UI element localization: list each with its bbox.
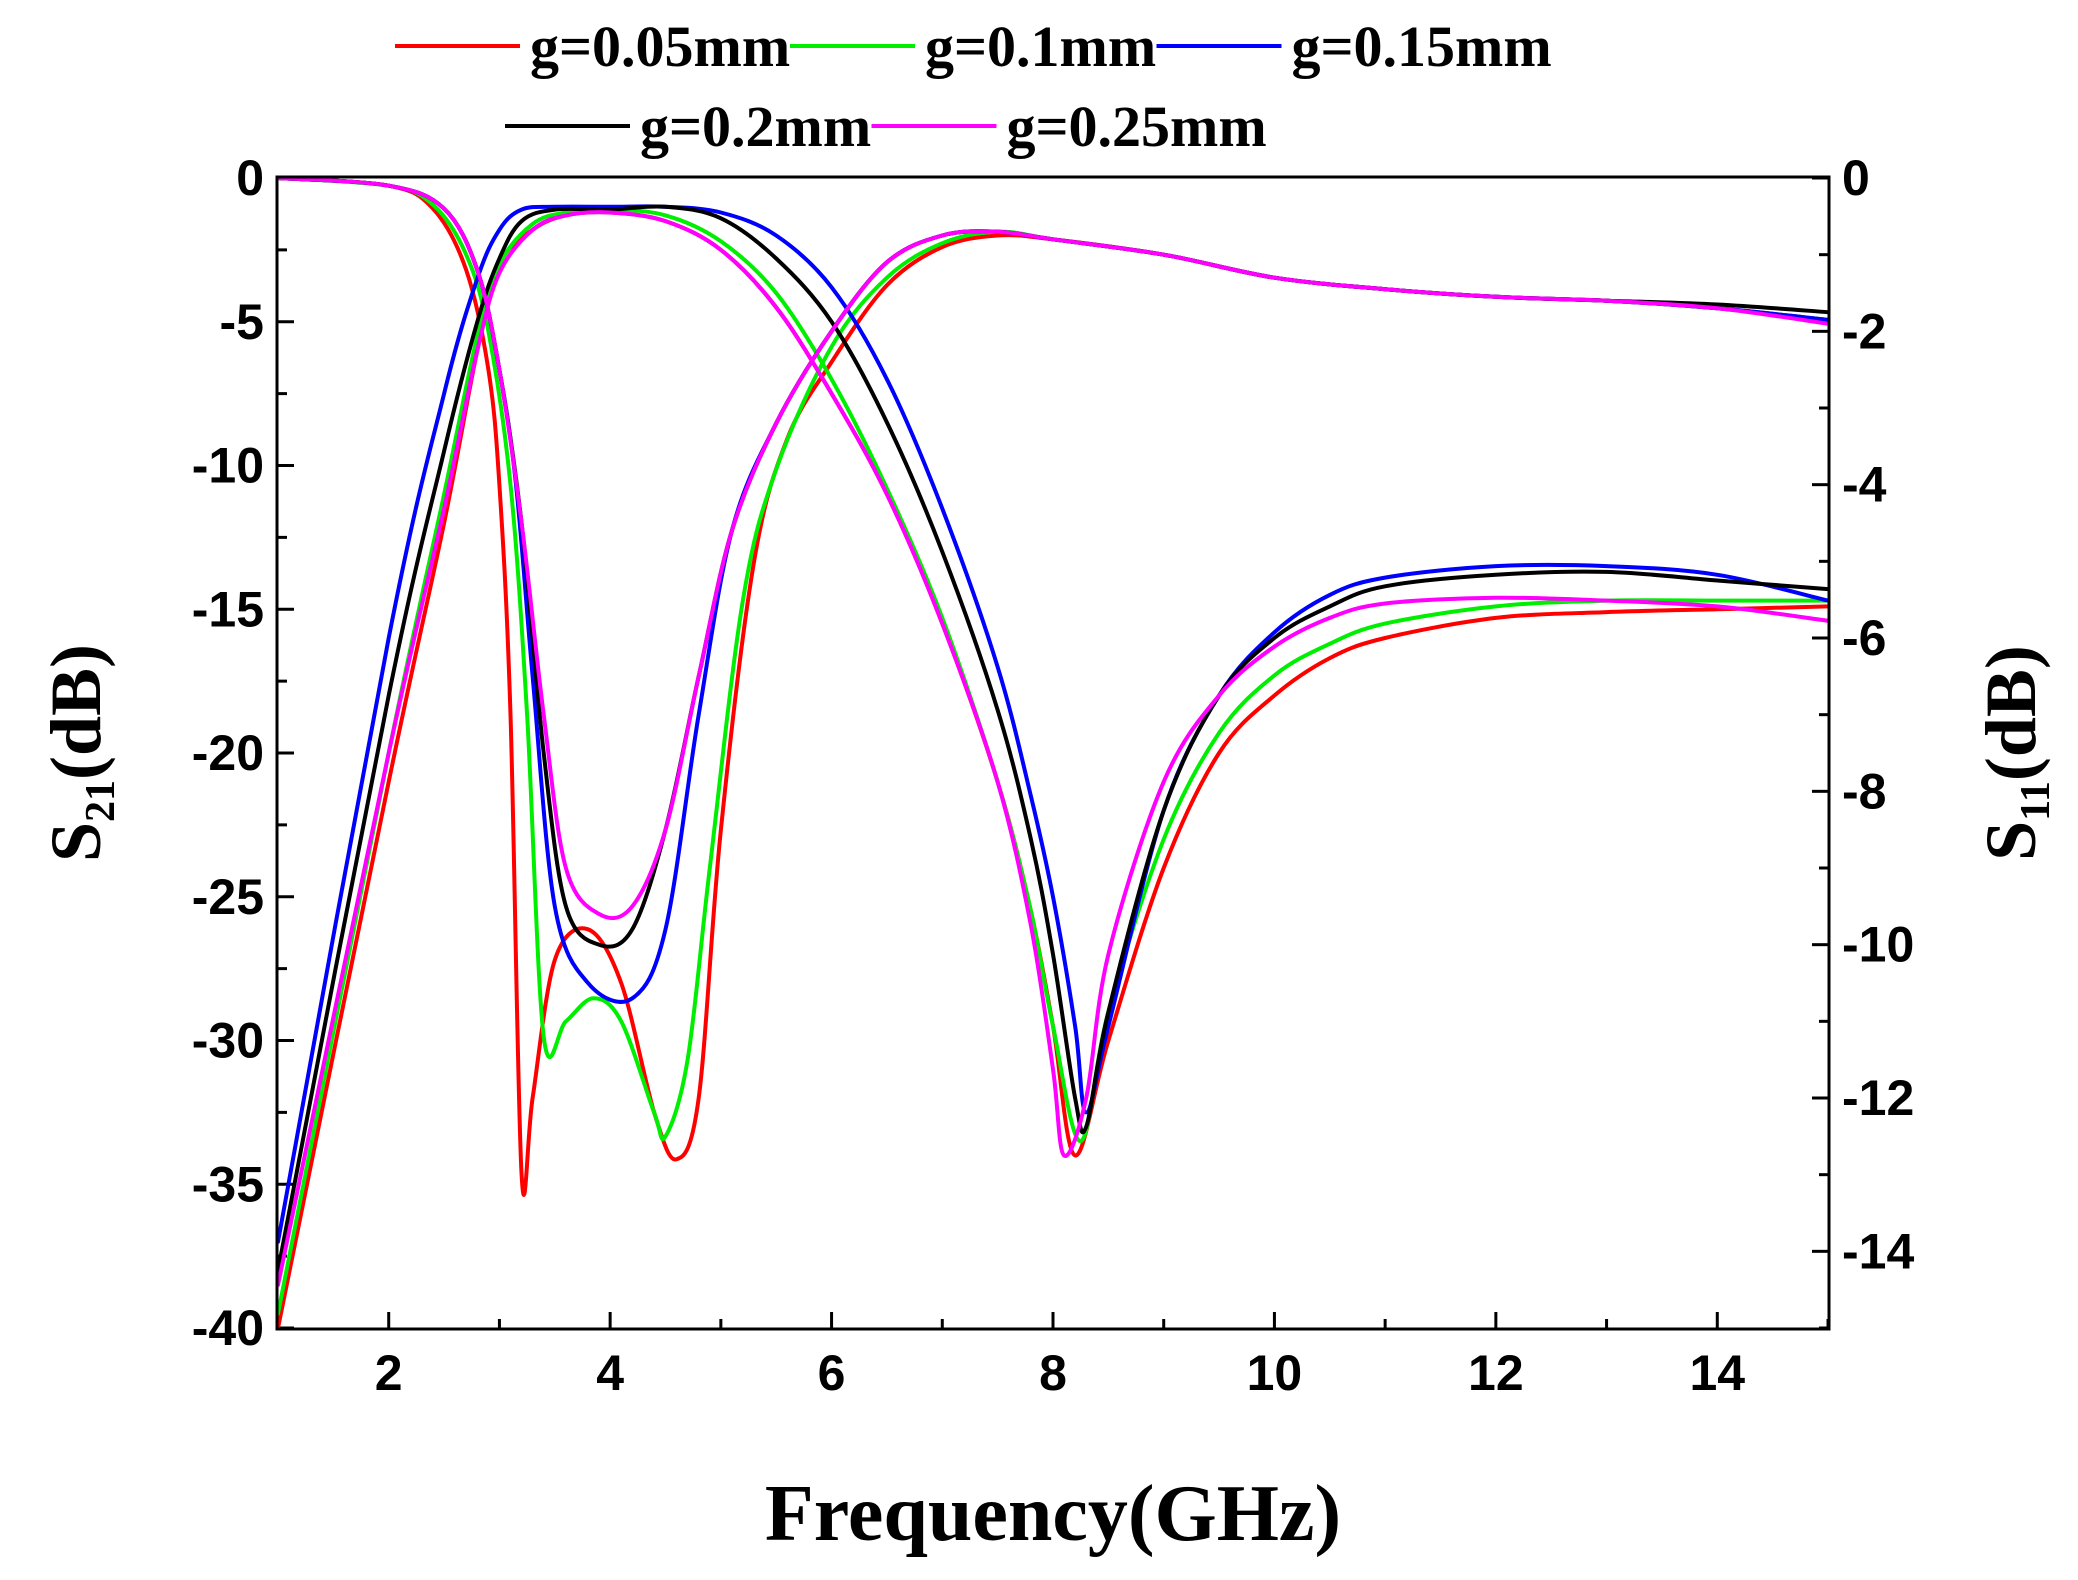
y-right-tick-label: -10: [1842, 917, 1914, 973]
series-line-s21-g-0-25mm: [278, 210, 1828, 1287]
y-right-tick-label: -12: [1842, 1070, 1914, 1126]
series-line-s11-g-0-1mm: [278, 178, 1828, 1142]
y-right-tick-label: -4: [1842, 457, 1887, 513]
y-left-title-sub: 21: [78, 780, 124, 822]
y-axis-left: 0 -5 -10 -15 -20 -25 -30 -35 -40: [192, 150, 294, 1356]
y-left-tick-label: -25: [192, 869, 264, 925]
x-tick-label: 6: [818, 1345, 846, 1401]
y-right-axis-title: S11(dB): [1971, 645, 2059, 861]
y-left-tick-label: 0: [236, 150, 264, 206]
y-left-tick-label: -30: [192, 1013, 264, 1069]
plot-curves: [278, 178, 1828, 1328]
y-left-title-unit: (dB): [36, 644, 116, 780]
series-line-s21-g-0-2mm: [278, 204, 1828, 1273]
legend-label: g=0.2mm: [640, 94, 871, 159]
x-tick-label: 4: [596, 1345, 624, 1401]
y-left-tick-label: -40: [192, 1300, 264, 1356]
legend-label: g=0.25mm: [1007, 94, 1267, 159]
x-tick-label: 14: [1689, 1345, 1745, 1401]
y-right-title-sub: 11: [2013, 781, 2059, 821]
legend-label: g=0.1mm: [925, 14, 1156, 79]
y-left-tick-label: -15: [192, 581, 264, 637]
svg-text:S11(dB): S11(dB): [1971, 645, 2059, 861]
x-tick-label: 2: [375, 1345, 403, 1401]
y-axis-right: 0 -2 -4 -6 -8 -10 -12 -14: [1812, 150, 1914, 1330]
y-right-title-main: S: [1971, 821, 2051, 861]
y-right-tick-label: -2: [1842, 303, 1886, 359]
y-right-tick-label: 0: [1842, 150, 1870, 206]
series-line-s11-g-0-25mm: [278, 178, 1828, 921]
plot-frame: [275, 175, 1831, 1331]
x-tick-label: 12: [1468, 1345, 1524, 1401]
legend-label: g=0.15mm: [1292, 14, 1552, 79]
y-left-tick-label: -5: [220, 294, 264, 350]
series-line-s21-g-0-15mm: [278, 204, 1828, 1244]
y-right-title-unit: (dB): [1971, 645, 2051, 781]
svg-text:S21(dB): S21(dB): [36, 644, 124, 862]
y-left-tick-label: -10: [192, 438, 264, 494]
legend: g=0.05mm g=0.1mm g=0.15mm g=0.2mm g=0.25mm: [395, 14, 1552, 159]
x-tick-label: 10: [1247, 1345, 1303, 1401]
y-left-axis-title: S21(dB): [36, 644, 124, 862]
series-line-s11-g-0-2mm: [278, 178, 1828, 949]
x-axis: 2 4 6 8 10 12 14: [276, 1312, 1830, 1401]
y-left-tick-label: -35: [192, 1156, 264, 1212]
y-right-tick-label: -6: [1842, 610, 1886, 666]
series-line-s11-g-0-05mm: [278, 178, 1828, 1197]
y-right-tick-label: -8: [1842, 763, 1886, 819]
y-left-title-main: S: [36, 822, 116, 862]
x-tick-label: 8: [1039, 1345, 1067, 1401]
y-right-tick-label: -14: [1842, 1223, 1914, 1279]
legend-label: g=0.05mm: [530, 14, 790, 79]
y-left-tick-label: -20: [192, 725, 264, 781]
x-axis-title: Frequency(GHz): [765, 1470, 1341, 1558]
